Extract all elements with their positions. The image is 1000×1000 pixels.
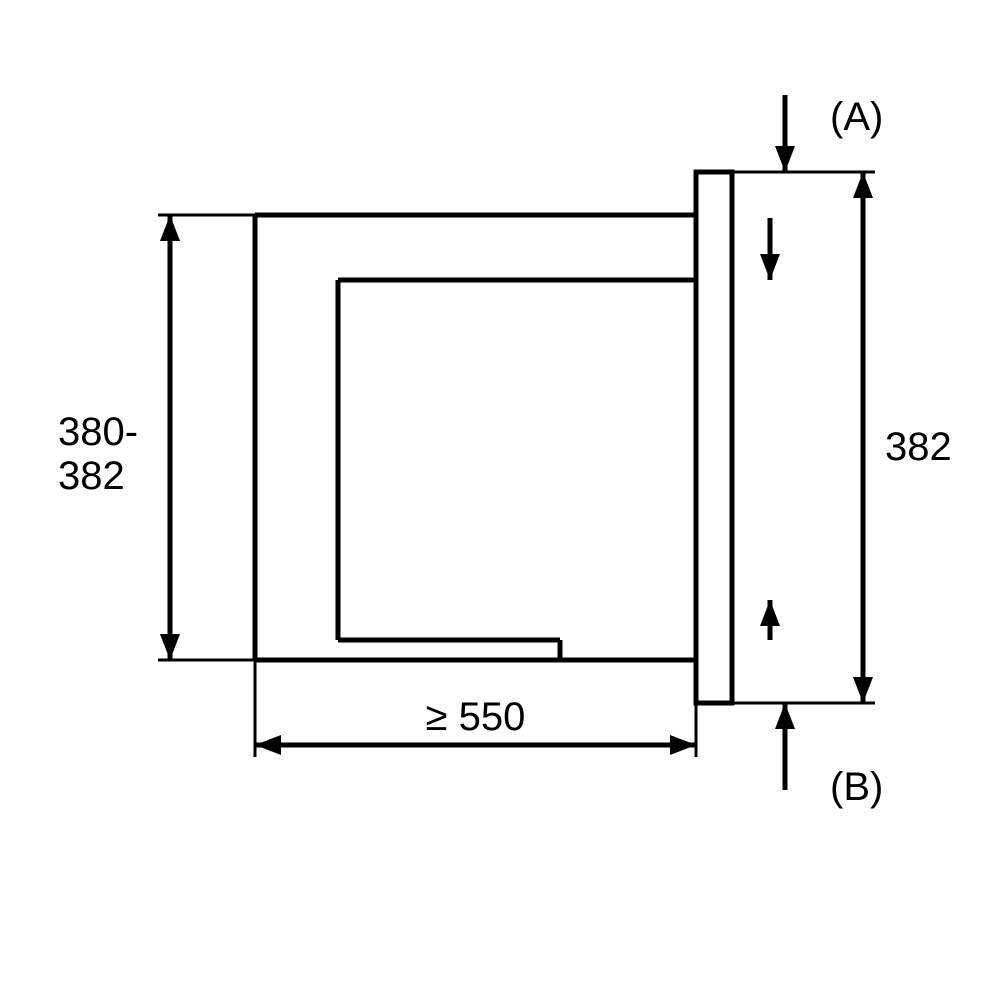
svg-text:382: 382 [885,425,952,469]
dimension-diagram: 380-382382≥ 550(A)(B) [0,0,1000,1000]
svg-text:(A): (A) [830,95,883,139]
svg-text:(B): (B) [830,765,883,809]
svg-text:380-: 380- [58,410,138,454]
svg-text:≥ 550: ≥ 550 [426,695,526,739]
svg-text:382: 382 [58,454,125,498]
